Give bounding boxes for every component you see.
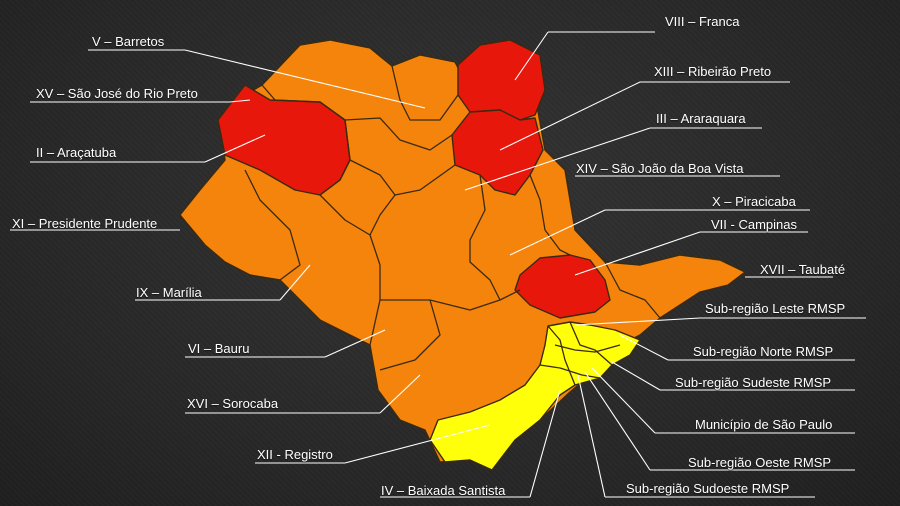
label-franca: VIII – Franca (665, 14, 740, 29)
region-rmsp-and-baixada (429, 321, 641, 471)
label-barretos: V – Barretos (92, 34, 165, 49)
label-oeste-rmsp: Sub-região Oeste RMSP (688, 455, 832, 470)
label-presidente-prudente: XI – Presidente Prudente (12, 216, 158, 231)
region-ribeirao-preto (451, 109, 544, 196)
label-baixada-santista: IV – Baixada Santista (381, 483, 506, 498)
label-sudoeste-rmsp: Sub-região Sudoeste RMSP (626, 481, 790, 496)
label-piracicaba: X – Piracicaba (712, 194, 796, 209)
label-araraquara: III – Araraquara (656, 111, 746, 126)
region-franca (457, 39, 546, 121)
label-sudeste-rmsp: Sub-região Sudeste RMSP (675, 375, 832, 390)
label-taubate: XVII – Taubaté (760, 262, 846, 277)
label-registro: XII - Registro (257, 447, 333, 462)
label-marilia: IX – Marília (136, 285, 202, 300)
leader-lines (10, 31, 866, 498)
label-municipio-sao-paulo: Município de São Paulo (695, 417, 833, 432)
label-bauru: VI – Bauru (188, 341, 250, 356)
label-sjrp: XV – São José do Rio Preto (36, 86, 198, 101)
label-leste-rmsp: Sub-região Leste RMSP (705, 301, 846, 316)
label-campinas: VII - Campinas (711, 217, 797, 232)
label-aracatuba: II – Araçatuba (36, 145, 117, 160)
region-borders (244, 65, 661, 386)
label-ribeirao-preto: XIII – Ribeirão Preto (654, 64, 772, 79)
label-norte-rmsp: Sub-região Norte RMSP (693, 344, 834, 359)
label-sao-joao: XIV – São João da Boa Vista (576, 161, 744, 176)
label-sorocaba: XVI – Sorocaba (187, 396, 279, 411)
